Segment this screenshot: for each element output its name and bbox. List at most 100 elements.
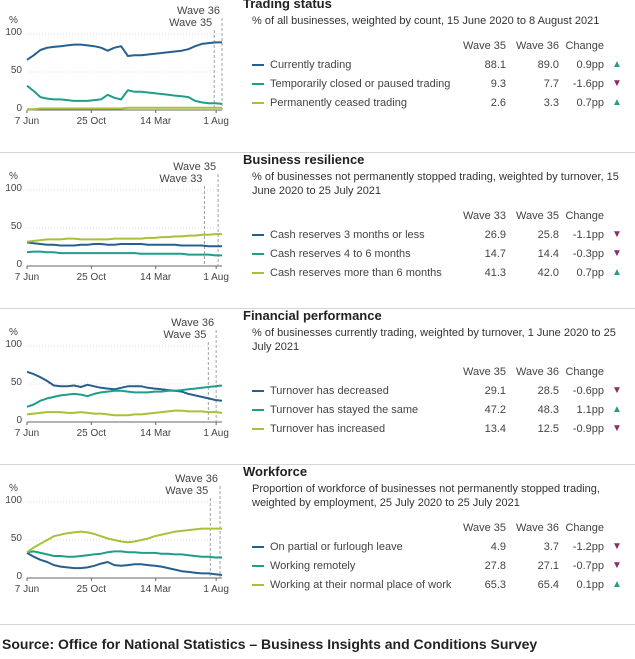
x-tick-label: 1 Aug xyxy=(203,272,229,283)
chart-panel-1: % 100 50 0 7 Jun 25 Oct 14 Mar 1 Aug Wave 36 Wave… xyxy=(0,0,635,152)
legend-swatch xyxy=(252,546,264,548)
column-header: Change xyxy=(565,366,604,378)
legend-row: Turnover has stayed the same 47.2 48.3 1.1p… xyxy=(252,402,632,418)
change-value: 0.7pp xyxy=(576,97,604,109)
x-tick-label: 14 Mar xyxy=(140,428,172,439)
source-divider xyxy=(0,624,635,625)
column-header: Wave 35 xyxy=(462,366,506,378)
x-tick-label: 25 Oct xyxy=(77,428,107,439)
legend-swatch xyxy=(252,565,264,567)
legend-label: Currently trading xyxy=(270,59,352,71)
value-wave-b: 27.1 xyxy=(537,560,559,572)
value-wave-a: 9.3 xyxy=(490,78,506,90)
down-arrow-icon: ▼ xyxy=(612,229,622,240)
x-tick-label: 14 Mar xyxy=(140,116,172,127)
legend-label: On partial or furlough leave xyxy=(270,541,403,553)
value-wave-b: 3.7 xyxy=(543,541,559,553)
series-line-2 xyxy=(26,384,223,408)
x-tick-label: 1 Aug xyxy=(203,116,229,127)
legend-swatch xyxy=(252,83,264,85)
legend-header: Wave 35 Wave 36 Change xyxy=(252,520,632,536)
x-tick-label: 7 Jun xyxy=(15,272,39,283)
chart-subtitle: % of businesses currently trading, weigh… xyxy=(252,327,616,353)
x-tick-label: 1 Aug xyxy=(203,584,229,595)
y-axis-unit: % xyxy=(9,171,18,182)
series-line-1 xyxy=(26,41,222,61)
chart-subtitle: % of all businesses, weighted by count, … xyxy=(252,15,600,27)
change-value: 1.1pp xyxy=(576,404,604,416)
value-wave-a: 2.6 xyxy=(490,97,506,109)
line-chart: %100 50 0 7 Jun 25 Oct 14 Mar 1 Aug Wave 36Wave… xyxy=(5,317,229,439)
value-wave-a: 4.9 xyxy=(490,541,506,553)
line-chart: %100 50 0 7 Jun 25 Oct 14 Mar 1 Aug Wave 36Wave… xyxy=(5,473,229,595)
change-value: 0.1pp xyxy=(576,579,604,591)
value-wave-a: 47.2 xyxy=(484,404,506,416)
legend-row: Turnover has increased 13.4 12.5 -0.9pp ▼ xyxy=(252,421,632,437)
value-wave-b: 12.5 xyxy=(537,423,559,435)
x-tick-label: 1 Aug xyxy=(203,428,229,439)
change-value: -1.6pp xyxy=(572,78,604,90)
legend-row: On partial or furlough leave 4.9 3.7 -1.2pp… xyxy=(252,539,632,555)
legend-swatch xyxy=(252,234,264,236)
legend-swatch xyxy=(252,253,264,255)
source-note: Source: Office for National Statistics –… xyxy=(2,636,538,652)
column-header: Change xyxy=(565,40,604,52)
chart-subtitle: % of businesses not permanently stopped … xyxy=(252,171,619,197)
wave-marker-label: Wave 36 xyxy=(175,473,218,485)
x-tick-label: 25 Oct xyxy=(77,116,107,127)
value-wave-a: 13.4 xyxy=(484,423,506,435)
value-wave-b: 3.3 xyxy=(543,97,559,109)
legend-label: Working at their normal place of work xyxy=(270,579,452,591)
legend-label: Turnover has stayed the same xyxy=(270,404,419,416)
legend-label: Turnover has increased xyxy=(270,423,386,435)
panel-divider xyxy=(0,152,635,153)
y-tick-label: 50 xyxy=(11,65,23,76)
value-wave-a: 65.3 xyxy=(484,579,506,591)
value-wave-b: 28.5 xyxy=(537,385,559,397)
down-arrow-icon: ▼ xyxy=(612,248,622,259)
down-arrow-icon: ▼ xyxy=(612,385,622,396)
value-wave-b: 65.4 xyxy=(537,579,559,591)
wave-marker-label: Wave 35 xyxy=(173,161,216,173)
y-tick-label: 0 xyxy=(16,415,22,426)
up-arrow-icon: ▲ xyxy=(612,59,622,70)
x-tick-label: 14 Mar xyxy=(140,272,172,283)
wave-marker-label: Wave 35 xyxy=(163,329,206,341)
column-header: Change xyxy=(565,522,604,534)
legend-row: Temporarily closed or paused trading 9.3 7… xyxy=(252,76,632,92)
value-wave-b: 7.7 xyxy=(543,78,559,90)
column-header: Change xyxy=(565,210,604,222)
value-wave-a: 88.1 xyxy=(484,59,506,71)
legend-row: Cash reserves more than 6 months 41.3 42.0… xyxy=(252,265,632,281)
column-header: Wave 36 xyxy=(515,366,559,378)
legend-swatch xyxy=(252,64,264,66)
chart-title: Workforce xyxy=(243,464,308,479)
change-value: -1.2pp xyxy=(572,541,604,553)
legend-label: Temporarily closed or paused trading xyxy=(270,78,451,90)
series-line-1 xyxy=(26,552,223,576)
down-arrow-icon: ▼ xyxy=(612,78,622,89)
y-tick-label: 50 xyxy=(11,221,23,232)
legend-label: Working remotely xyxy=(270,560,356,572)
wave-marker-label: Wave 36 xyxy=(171,317,214,329)
value-wave-a: 14.7 xyxy=(484,248,506,260)
column-header: Wave 36 xyxy=(515,40,559,52)
legend-swatch xyxy=(252,272,264,274)
legend-row: Turnover has decreased 29.1 28.5 -0.6pp ▼ xyxy=(252,383,632,399)
chart-title: Financial performance xyxy=(243,308,382,323)
legend-label: Permanently ceased trading xyxy=(270,97,407,109)
value-wave-b: 42.0 xyxy=(537,267,559,279)
legend-label: Cash reserves 4 to 6 months xyxy=(270,248,411,260)
y-axis-unit: % xyxy=(9,483,18,494)
wave-marker-label: Wave 33 xyxy=(159,173,202,185)
value-wave-b: 25.8 xyxy=(537,229,559,241)
down-arrow-icon: ▼ xyxy=(612,423,622,434)
panel-divider xyxy=(0,308,635,309)
legend-header: Wave 35 Wave 36 Change xyxy=(252,364,632,380)
down-arrow-icon: ▼ xyxy=(612,560,622,571)
wave-marker-label: Wave 35 xyxy=(165,485,208,497)
y-axis-unit: % xyxy=(9,15,18,26)
change-value: 0.7pp xyxy=(576,267,604,279)
x-tick-label: 14 Mar xyxy=(140,584,172,595)
y-tick-label: 100 xyxy=(5,495,22,506)
